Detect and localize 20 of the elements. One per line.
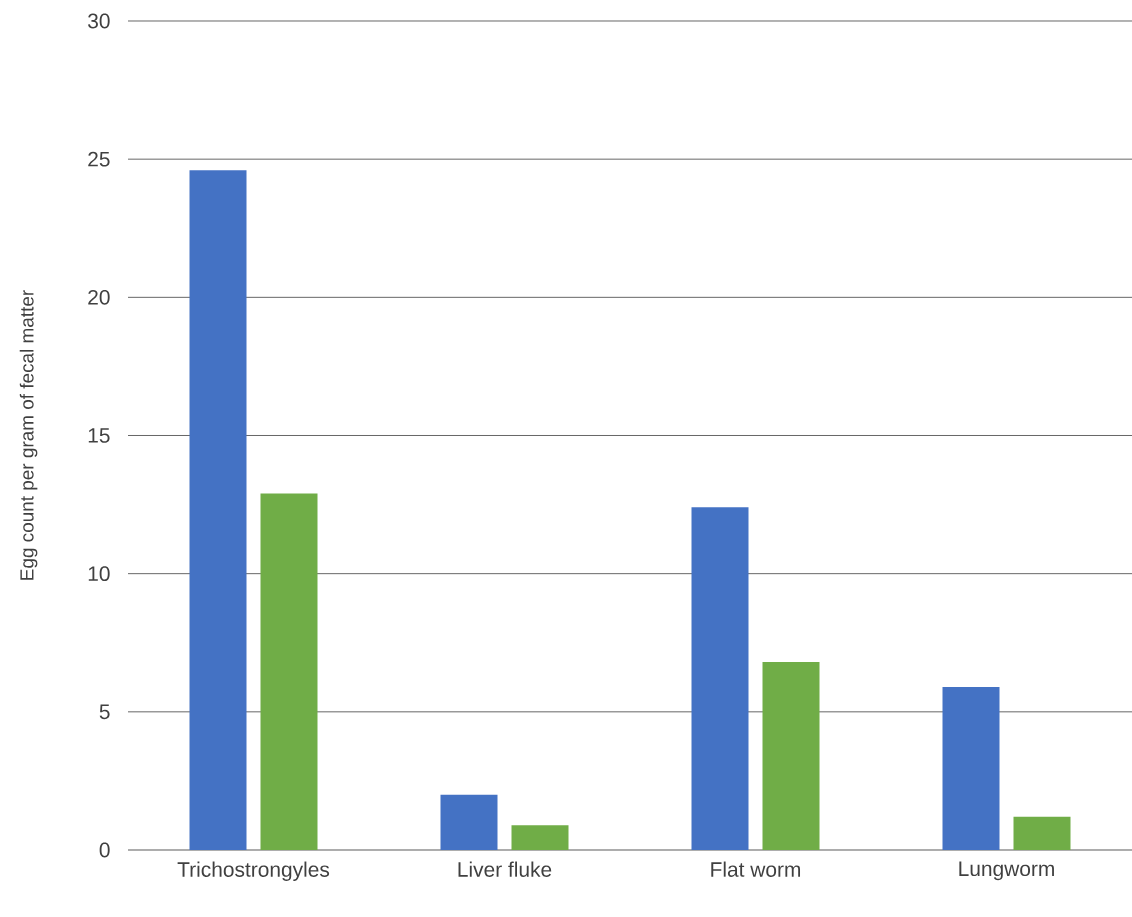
y-tick-label: 0: [99, 842, 110, 858]
x-tick-label: Trichostrongyles: [177, 861, 330, 882]
y-tick-label: 30: [88, 13, 110, 29]
y-tick-label: 25: [88, 151, 110, 167]
y-tick-label: 20: [88, 289, 110, 305]
y-tick-label: 10: [88, 566, 110, 582]
bar: [762, 662, 820, 850]
y-tick-label: 15: [88, 428, 110, 443]
x-tick-label: Lungworm: [959, 861, 1054, 881]
bar: [189, 170, 247, 850]
bar: [260, 493, 318, 850]
bar: [1013, 816, 1071, 850]
bar: [942, 686, 1000, 850]
y-tick-label: 5: [99, 704, 110, 720]
bar: [691, 507, 749, 850]
bar: [440, 794, 498, 850]
x-tick-label: Liver fluke: [458, 861, 552, 877]
bar: [511, 825, 569, 850]
y-axis-title: Egg count per gram of fecal matter: [19, 290, 38, 580]
x-tick-label: Flat worm: [711, 861, 801, 877]
